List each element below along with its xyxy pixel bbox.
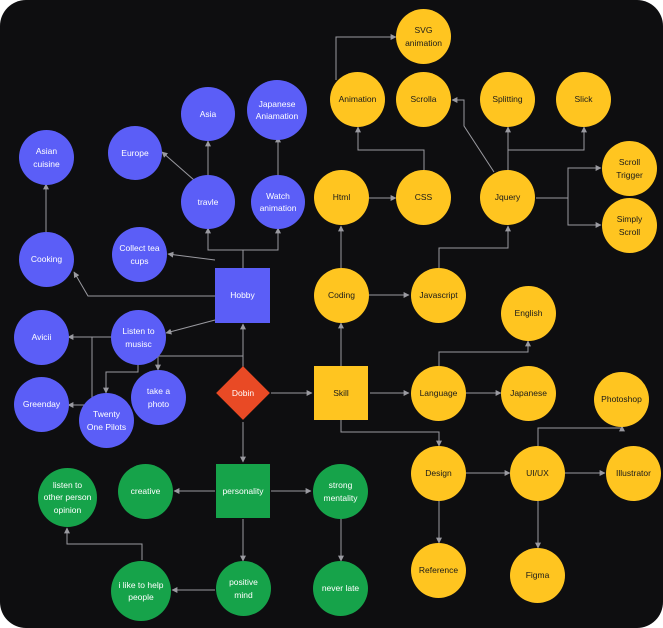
edge-listen-greenday — [67, 336, 112, 408]
node-reference[interactable]: Reference — [411, 543, 466, 598]
node-watch-animation[interactable]: Watch animation — [251, 175, 305, 229]
node-listen-to-music[interactable]: Listen to musisc — [111, 310, 166, 365]
node-japanese[interactable]: Japanese — [501, 366, 556, 421]
node-personality[interactable]: personality — [216, 464, 270, 518]
node-twenty-one-pilots[interactable]: Twenty One Pilots — [79, 393, 134, 448]
node-collect-tea-cups[interactable]: Collect tea cups — [112, 227, 167, 282]
edge-hobby-collect — [167, 251, 216, 261]
edge-hobby-cooking — [73, 271, 215, 297]
node-never-late[interactable]: never late — [313, 561, 368, 616]
node-skill[interactable]: Skill — [314, 366, 368, 420]
edge-jquery-scrolltrigger — [536, 165, 602, 199]
node-scroll-trigger[interactable]: Scroll Trigger — [602, 141, 657, 196]
edge-hobby-watch — [243, 227, 281, 251]
edge-help-listen — [64, 527, 143, 560]
node-avicii[interactable]: Avicii — [14, 310, 69, 365]
node-scrolla[interactable]: Scrolla — [396, 72, 451, 127]
node-animation[interactable]: Animation — [330, 72, 385, 127]
node-greenday[interactable]: Greenday — [14, 377, 69, 432]
node-splitting[interactable]: Splitting — [480, 72, 535, 127]
node-svg-animation[interactable]: SVG animation — [396, 9, 451, 64]
node-creative[interactable]: creative — [118, 464, 173, 519]
edge-hobby-listen — [165, 319, 216, 335]
edge-language-english — [438, 340, 531, 366]
node-asia[interactable]: Asia — [181, 87, 235, 141]
node-illustrator[interactable]: Illustrator — [606, 446, 661, 501]
edge-uiux-photoshop — [537, 425, 625, 446]
node-design[interactable]: Design — [411, 446, 466, 501]
node-javascript[interactable]: Javascript — [411, 268, 466, 323]
edge-jquery-simplyscroll — [567, 198, 602, 228]
node-language[interactable]: Language — [411, 366, 466, 421]
node-cooking[interactable]: Cooking — [19, 232, 74, 287]
edge-listen-twenty — [103, 362, 139, 394]
node-positive-mind[interactable]: positive mind — [216, 561, 271, 616]
node-hobby[interactable]: Hobby — [215, 268, 270, 323]
edge-travle-europe — [161, 151, 195, 181]
node-like-to-help-people[interactable]: i like to help people — [111, 561, 171, 621]
node-asian-cuisine[interactable]: Asian cuisine — [19, 130, 74, 185]
node-slick[interactable]: Slick — [556, 72, 611, 127]
node-europe[interactable]: Europe — [108, 126, 162, 180]
edge-jquery-scrolla — [451, 97, 495, 173]
node-dobin[interactable]: Dobin — [216, 366, 270, 420]
edge-hobby-travle — [205, 227, 244, 268]
node-figma[interactable]: Figma — [510, 548, 565, 603]
edge-hobby-photo — [155, 324, 244, 371]
edge-animation-svg — [335, 34, 397, 80]
node-simply-scroll[interactable]: Simply Scroll — [602, 198, 657, 253]
node-strong-mentality[interactable]: strong mentality — [313, 464, 368, 519]
edge-css-animation — [355, 126, 425, 170]
node-travle[interactable]: travle — [181, 175, 235, 229]
node-dobin-label: Dobin — [231, 388, 255, 398]
edge-skill-design — [340, 420, 442, 447]
node-coding[interactable]: Coding — [314, 268, 369, 323]
edge-javascript-jquery — [438, 225, 511, 268]
node-japanese-animation[interactable]: Japanese Aniamation — [247, 80, 307, 140]
node-jquery[interactable]: Jquery — [480, 170, 535, 225]
node-uiux[interactable]: UI/UX — [510, 446, 565, 501]
node-take-a-photo[interactable]: take a photo — [131, 370, 186, 425]
node-photoshop[interactable]: Photoshop — [594, 372, 649, 427]
node-html[interactable]: Html — [314, 170, 369, 225]
node-english[interactable]: English — [501, 286, 556, 341]
edge-jquery-slick — [508, 126, 587, 151]
node-listen-other-opinion[interactable]: listen to other person opinion — [38, 468, 97, 527]
node-css[interactable]: CSS — [396, 170, 451, 225]
